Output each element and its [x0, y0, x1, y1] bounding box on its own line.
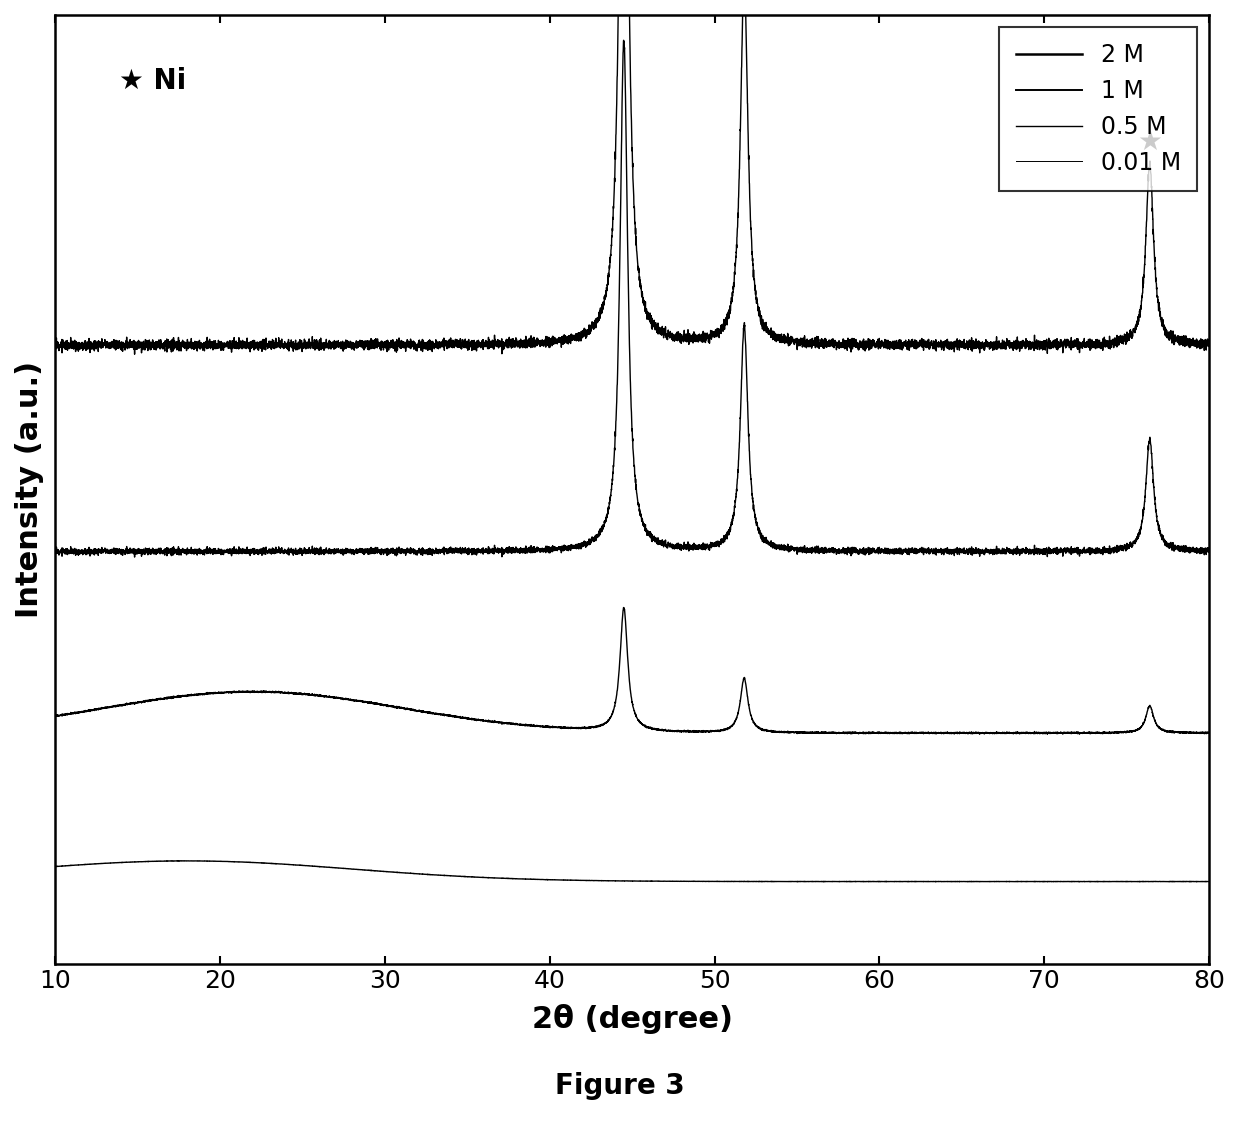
1 M — [105, 544, 120, 557]
0.01 M — [781, 875, 796, 889]
0.5 M — [465, 712, 480, 725]
1 M — [904, 544, 919, 557]
Line: 0.01 M: 0.01 M — [55, 861, 1209, 882]
2 M — [965, 340, 980, 353]
1 M — [781, 545, 796, 558]
Text: ★: ★ — [1137, 127, 1162, 156]
1 M — [465, 543, 480, 556]
1 M — [616, 34, 631, 47]
1 M — [47, 544, 62, 557]
Line: 0.5 M: 0.5 M — [55, 608, 1209, 734]
Y-axis label: Intensity (a.u.): Intensity (a.u.) — [15, 361, 43, 618]
2 M — [904, 336, 919, 350]
2 M — [781, 340, 796, 353]
Legend: 2 M, 1 M, 0.5 M, 0.01 M: 2 M, 1 M, 0.5 M, 0.01 M — [999, 27, 1198, 192]
Text: Figure 3: Figure 3 — [556, 1072, 684, 1100]
0.01 M — [1202, 875, 1216, 889]
0.01 M — [730, 875, 745, 889]
0.01 M — [1040, 875, 1055, 889]
0.5 M — [1040, 728, 1055, 741]
0.01 M — [47, 860, 62, 873]
0.5 M — [1202, 726, 1216, 740]
X-axis label: 2θ (degree): 2θ (degree) — [532, 1004, 733, 1034]
2 M — [465, 335, 480, 349]
0.5 M — [781, 726, 796, 740]
0.5 M — [965, 726, 980, 740]
2 M — [105, 336, 120, 350]
0.5 M — [616, 601, 631, 615]
0.01 M — [105, 856, 120, 870]
0.01 M — [903, 874, 918, 888]
1 M — [128, 550, 143, 564]
1 M — [1202, 545, 1216, 558]
Line: 1 M: 1 M — [55, 41, 1209, 557]
2 M — [1202, 338, 1216, 352]
Line: 2 M: 2 M — [55, 0, 1209, 354]
0.01 M — [965, 875, 980, 889]
0.5 M — [903, 725, 918, 739]
0.5 M — [105, 699, 120, 713]
0.01 M — [465, 870, 480, 883]
1 M — [730, 460, 745, 474]
2 M — [128, 347, 143, 361]
1 M — [965, 546, 980, 559]
0.5 M — [47, 710, 62, 723]
2 M — [47, 337, 62, 351]
0.5 M — [730, 707, 745, 721]
0.01 M — [171, 854, 186, 867]
2 M — [730, 202, 745, 215]
Text: ★ Ni: ★ Ni — [119, 68, 186, 95]
